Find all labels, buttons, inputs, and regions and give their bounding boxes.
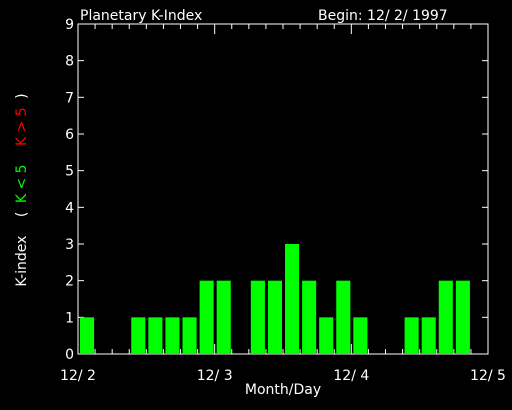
k-index-bar [302,280,317,354]
y-tick-label: 7 [65,90,74,106]
k-index-bar [285,244,300,354]
k-index-bar [250,280,265,354]
k-index-bar [148,317,163,354]
y-axis-label-high: K > 5 [14,107,30,146]
chart-title: Planetary K-Index [80,8,202,24]
k-index-bar [336,280,351,354]
y-axis-label: K-index ( K < 5 K > 5 ) [14,93,30,286]
k-index-bar [455,280,470,354]
k-index-bar [421,317,436,354]
y-tick-label: 6 [65,127,74,143]
y-axis-ticks: 0 1 2 3 4 5 6 7 8 9 [65,17,488,363]
k-index-bar [131,317,146,354]
x-tick-label: 12/ 4 [333,368,369,384]
k-index-bar [404,317,419,354]
x-tick-label: 12/ 3 [197,368,233,384]
y-axis-label-kindex: K-index [14,236,30,287]
x-axis-ticks: 12/ 2 12/ 3 12/ 4 12/ 5 [60,24,506,384]
begin-date-label: Begin: 12/ 2/ 1997 [318,8,448,24]
y-tick-label: 4 [65,200,74,216]
k-index-bar [165,317,180,354]
y-tick-label: 1 [65,310,74,326]
y-tick-label: 9 [65,17,74,33]
y-axis-label-close-paren: ) [14,93,30,98]
x-tick-label: 12/ 2 [60,368,96,384]
k-index-bar [438,280,453,354]
y-tick-label: 8 [65,54,74,70]
y-axis-label-open-paren: ( [14,212,30,217]
bar-series [80,244,470,354]
x-axis-label: Month/Day [245,382,321,398]
k-index-bar [80,317,95,354]
y-axis-label-low: K < 5 [14,164,30,203]
y-tick-label: 3 [65,237,74,253]
x-tick-label: 12/ 5 [470,368,506,384]
k-index-bar [353,317,368,354]
y-tick-label: 5 [65,164,74,180]
y-tick-label: 0 [65,347,74,363]
k-index-bar [182,317,197,354]
k-index-bar [319,317,334,354]
k-index-bar [199,280,214,354]
k-index-bar [267,280,282,354]
y-tick-label: 2 [65,274,74,290]
k-index-bar [216,280,231,354]
